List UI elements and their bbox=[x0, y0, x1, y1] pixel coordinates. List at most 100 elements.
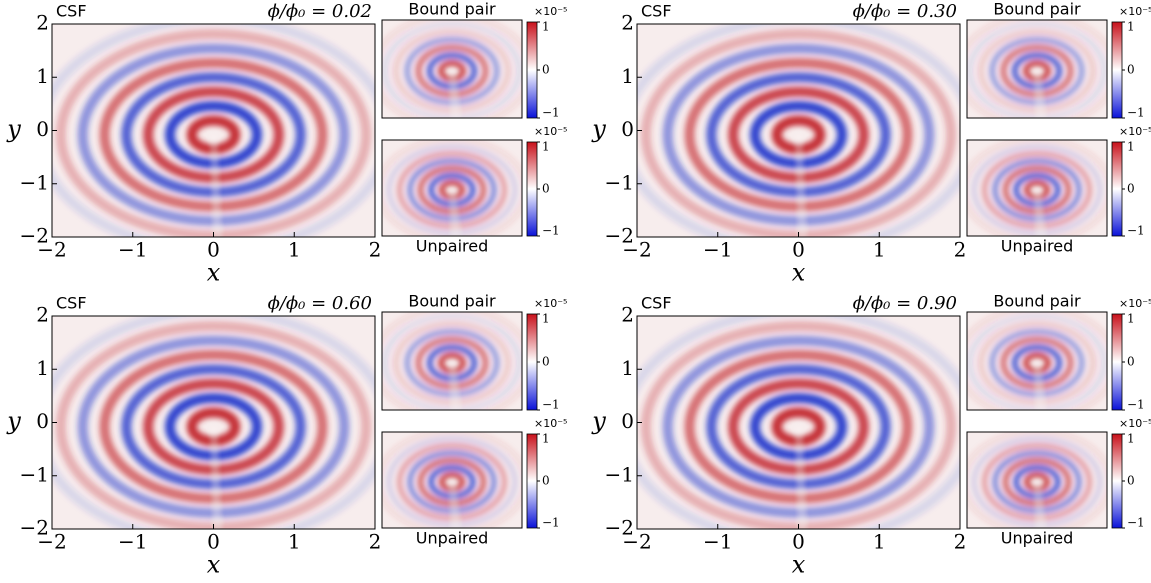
y-tick-label: −1 bbox=[20, 170, 49, 194]
colorbar-scale: ×10⁻⁵ bbox=[534, 417, 567, 430]
colorbar-scale: ×10⁻⁵ bbox=[534, 125, 567, 138]
heatmap-ring bbox=[382, 21, 522, 118]
x-axis-label: x bbox=[792, 259, 806, 287]
colorbar bbox=[1111, 21, 1123, 119]
heatmap-ring bbox=[407, 158, 497, 222]
heatmap-ring bbox=[426, 52, 478, 90]
heatmap-tail bbox=[1036, 481, 1042, 528]
heatmap-ring bbox=[989, 36, 1085, 105]
x-tick-label: −2 bbox=[622, 238, 651, 262]
heatmap-ring bbox=[967, 21, 1107, 118]
x-tick-label: −1 bbox=[703, 238, 732, 262]
heatmap-ring bbox=[728, 378, 869, 475]
y-tick-label: 0 bbox=[36, 117, 49, 141]
y-tick-label: 0 bbox=[621, 117, 634, 141]
heatmap-ring bbox=[77, 335, 350, 518]
x-tick-label: 0 bbox=[792, 238, 805, 262]
heatmap-ring bbox=[426, 344, 478, 382]
x-tick-label: −2 bbox=[37, 238, 66, 262]
colorbar-tick-label: −1 bbox=[542, 516, 560, 530]
heatmap-ring bbox=[143, 378, 284, 475]
heatmap-tail bbox=[1036, 70, 1042, 118]
heatmap-ring bbox=[407, 450, 497, 514]
heatmap-tail bbox=[212, 134, 219, 237]
colorbar-scale: ×10⁻⁵ bbox=[1119, 417, 1151, 430]
colorbar-tick-label: 1 bbox=[1127, 20, 1135, 34]
colorbar-tick-label: 1 bbox=[1127, 312, 1135, 326]
colorbar-tick-label: −1 bbox=[1127, 516, 1145, 530]
heatmap-ring bbox=[404, 328, 500, 397]
x-tick-label: 2 bbox=[954, 238, 967, 262]
inset-title: Bound pair bbox=[408, 0, 496, 19]
inset-title: Unpaired bbox=[416, 237, 488, 256]
heatmap bbox=[967, 432, 1107, 528]
heatmap-ring bbox=[1000, 44, 1074, 98]
heatmap-rings bbox=[967, 432, 1107, 528]
inset-title: Bound pair bbox=[993, 0, 1081, 19]
heatmap-ring bbox=[393, 321, 511, 405]
y-tick-label: −1 bbox=[605, 462, 634, 486]
colorbar bbox=[526, 21, 538, 119]
heatmap-ring bbox=[415, 44, 489, 98]
heatmap bbox=[52, 24, 375, 237]
colorbar-tick-label: 0 bbox=[542, 355, 550, 369]
colorbar-tick-label: 0 bbox=[1127, 474, 1135, 488]
heatmap-ring bbox=[121, 72, 306, 198]
colorbar-tick-label: 1 bbox=[542, 432, 550, 446]
axes-frame bbox=[381, 19, 523, 119]
y-axis-label: y bbox=[591, 407, 606, 435]
x-tick-label: 2 bbox=[954, 530, 967, 554]
heatmap bbox=[967, 20, 1107, 118]
heatmap-rings bbox=[52, 316, 375, 529]
heatmap-ring bbox=[971, 436, 1103, 528]
heatmap-ring bbox=[982, 151, 1092, 229]
inset-title: Unpaired bbox=[416, 529, 488, 548]
heatmap-rings bbox=[382, 312, 522, 410]
y-tick-label: 0 bbox=[36, 409, 49, 433]
y-tick-label: 1 bbox=[621, 64, 634, 88]
colorbar-scale: ×10⁻⁵ bbox=[1119, 5, 1151, 18]
y-tick-label: 1 bbox=[621, 356, 634, 380]
colorbar-tick-label: 0 bbox=[1127, 63, 1135, 77]
heatmap-ring bbox=[397, 151, 507, 229]
colorbar-scale: ×10⁻⁵ bbox=[1119, 297, 1151, 310]
axes-frame bbox=[381, 139, 523, 237]
y-tick-label: 2 bbox=[621, 303, 634, 327]
colorbar bbox=[526, 313, 538, 411]
y-axis-label: y bbox=[591, 115, 606, 143]
x-tick-label: 0 bbox=[207, 238, 220, 262]
panel: CSF ϕ/ϕ₀ = 0.90 −2 −1 0 1 2 −2 −1 0 1 2 x y Bound pair… bbox=[591, 292, 1151, 579]
annotation: ϕ/ϕ₀ = 0.60 bbox=[268, 293, 372, 314]
y-axis-label: y bbox=[6, 115, 21, 143]
colorbar bbox=[526, 433, 538, 529]
heatmap-ring bbox=[978, 321, 1096, 405]
colorbar-tick-label: −1 bbox=[542, 224, 560, 238]
colorbar-tick-label: −1 bbox=[542, 398, 560, 412]
heatmap-ring bbox=[706, 72, 891, 198]
x-tick-label: 2 bbox=[369, 530, 382, 554]
heatmap-ring bbox=[706, 364, 891, 490]
heatmap bbox=[967, 312, 1107, 410]
colorbar-tick-label: 0 bbox=[542, 63, 550, 77]
heatmap-ring bbox=[404, 36, 500, 105]
heatmap bbox=[382, 140, 522, 236]
y-tick-label: 2 bbox=[36, 303, 49, 327]
heatmap-rings bbox=[382, 20, 522, 118]
axes-frame bbox=[966, 19, 1108, 119]
axes-frame bbox=[381, 431, 523, 529]
heatmap bbox=[967, 140, 1107, 236]
x-axis-label: x bbox=[207, 551, 221, 579]
heatmap-ring bbox=[428, 173, 476, 207]
inset-title: Unpaired bbox=[1001, 237, 1073, 256]
panel-title: CSF bbox=[56, 2, 87, 21]
colorbar-tick-label: 0 bbox=[542, 182, 550, 196]
y-tick-label: 1 bbox=[36, 356, 49, 380]
x-tick-label: 1 bbox=[873, 530, 886, 554]
x-tick-label: −1 bbox=[118, 238, 147, 262]
heatmap-ring bbox=[99, 349, 328, 504]
x-axis-label: x bbox=[207, 259, 221, 287]
heatmap-ring bbox=[684, 57, 913, 212]
heatmap-ring bbox=[99, 57, 328, 212]
panel-title: CSF bbox=[641, 2, 672, 21]
x-tick-label: 1 bbox=[288, 530, 301, 554]
